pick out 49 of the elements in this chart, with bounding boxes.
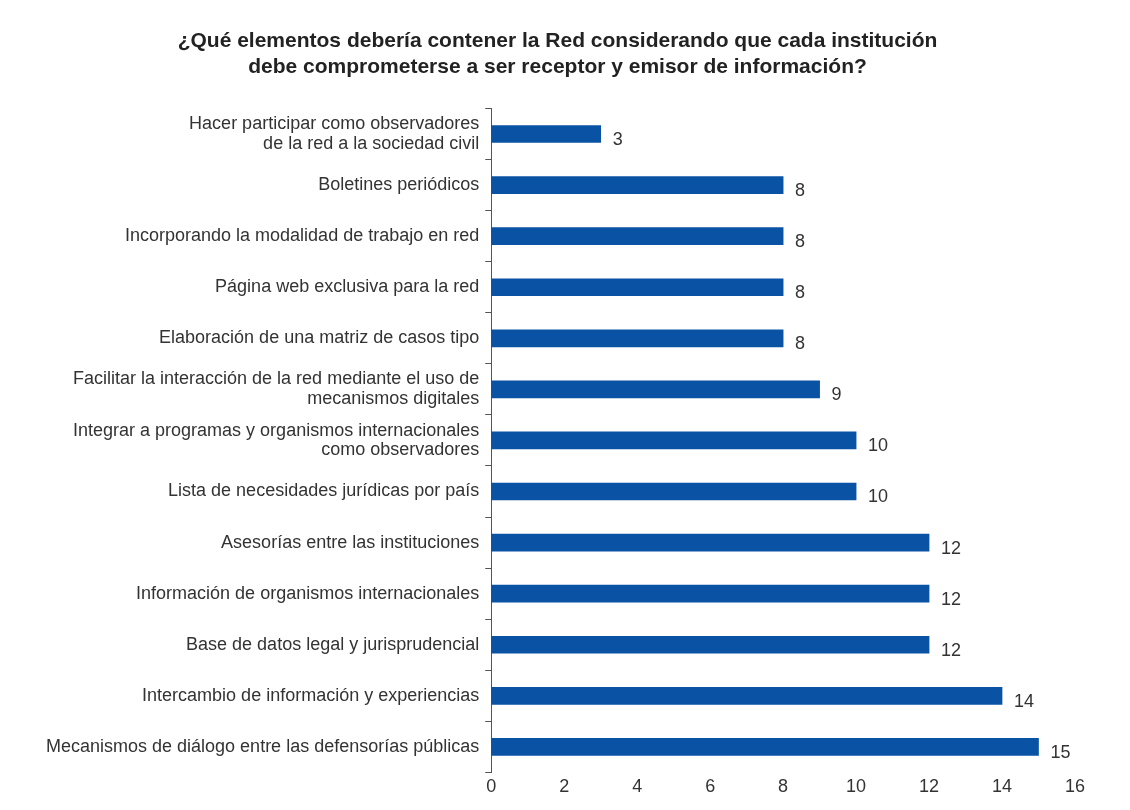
x-tick-label: 12 (919, 776, 940, 797)
y-tick-label: Información de organismos internacionales (136, 582, 480, 603)
data-label: 8 (795, 180, 806, 201)
bar (491, 686, 1003, 705)
y-tick-label: Boletines periódicos (318, 174, 480, 195)
y-tick-label: Lista de necesidades jurídicas por país (168, 480, 480, 501)
bar (491, 125, 602, 143)
y-tick-label: Integrar a programas y organismos internacionales como observadores (73, 419, 480, 460)
data-label: 8 (795, 231, 806, 252)
y-tick-label: Intercambio de información y experiencias (142, 684, 480, 705)
y-tick-label: Mecanismos de diálogo entre las defensorías públicas (46, 735, 480, 756)
data-label: 12 (941, 537, 962, 558)
x-tick-label: 14 (992, 776, 1013, 797)
y-tick-label: Elaboración de una matriz de casos tipo (159, 327, 480, 348)
x-tick-label: 6 (705, 776, 716, 797)
data-label: 12 (941, 639, 962, 660)
bar (491, 227, 784, 245)
y-tick-label: Página web exclusiva para la red (215, 276, 480, 297)
bar (491, 482, 857, 501)
data-label: 3 (612, 129, 623, 149)
data-label: 8 (795, 333, 806, 354)
y-tick-label: Hacer participar como observadores de la red a la sociedad civil (189, 113, 480, 153)
bar (491, 635, 930, 654)
bar (491, 533, 930, 552)
data-label: 14 (1014, 690, 1035, 711)
x-tick-label: 2 (559, 776, 570, 797)
bar (491, 278, 784, 297)
y-tick-label: Facilitar la interacción de la red mediante el uso de mecanismos digitales (73, 368, 480, 409)
data-label: 12 (941, 588, 962, 609)
bar (491, 380, 820, 399)
bar (491, 738, 1039, 756)
y-tick-label: Incorporando la modalidad de trabajo en red (125, 225, 480, 246)
x-tick-label: 16 (1064, 776, 1086, 797)
data-label: 15 (1050, 741, 1071, 762)
x-tick-label: 0 (486, 776, 497, 797)
bar (491, 584, 930, 603)
x-tick-label: 10 (846, 776, 867, 797)
x-tick-label: 4 (632, 776, 643, 797)
bar (491, 329, 784, 348)
chart-title: ¿Qué elementos debería contener la Red considerando que cada institución debe comprometerse a ser receptor y emisor de información? (177, 27, 938, 78)
x-tick-label: 8 (778, 776, 789, 797)
data-label: 10 (868, 486, 889, 507)
data-label: 9 (831, 384, 842, 405)
bar (491, 176, 784, 194)
data-label: 8 (795, 282, 806, 303)
y-tick-label: Asesorías entre las instituciones (221, 531, 480, 552)
bar (491, 431, 857, 450)
data-label: 10 (868, 435, 889, 456)
y-tick-label: Base de datos legal y jurisprudencial (186, 633, 480, 654)
